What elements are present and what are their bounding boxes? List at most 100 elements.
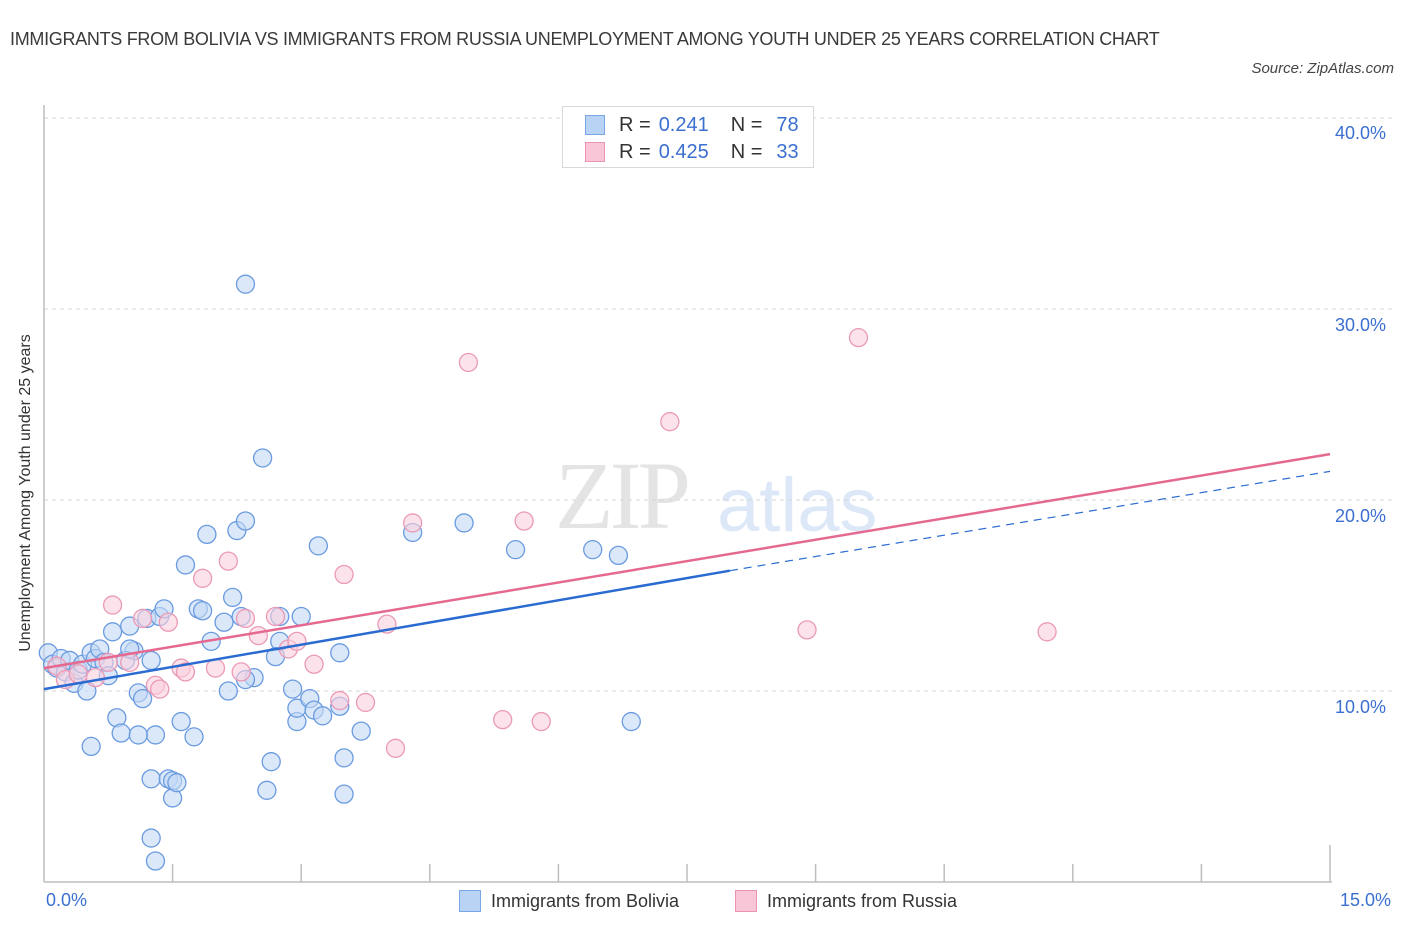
data-point bbox=[608, 545, 629, 566]
data-point bbox=[282, 679, 303, 699]
data-point bbox=[514, 511, 534, 531]
data-point bbox=[218, 551, 238, 571]
data-point bbox=[231, 662, 251, 682]
bolivia-swatch-icon bbox=[585, 115, 605, 135]
data-point bbox=[291, 606, 311, 627]
data-point bbox=[145, 725, 166, 745]
data-point bbox=[141, 650, 161, 671]
chart-title: IMMIGRANTS FROM BOLIVIA VS IMMIGRANTS FR… bbox=[10, 29, 1160, 49]
data-point bbox=[171, 711, 191, 732]
data-point bbox=[192, 568, 213, 588]
data-point bbox=[257, 780, 277, 800]
data-point bbox=[454, 513, 474, 533]
data-point bbox=[102, 622, 123, 642]
data-point bbox=[128, 725, 148, 745]
r-label: R = bbox=[619, 140, 651, 163]
data-point bbox=[265, 606, 286, 627]
legend-row-bolivia: R = 0.241 N = 78 bbox=[585, 113, 799, 137]
data-point bbox=[848, 327, 869, 348]
data-point bbox=[621, 711, 641, 732]
bottom-legend-russia[interactable]: Immigrants from Russia bbox=[735, 890, 957, 912]
y-tick-10: 10.0% bbox=[1335, 697, 1387, 717]
data-point bbox=[458, 352, 479, 373]
data-point bbox=[660, 412, 680, 432]
n-value: 33 bbox=[776, 140, 799, 163]
data-point bbox=[235, 511, 256, 531]
data-point bbox=[214, 612, 234, 632]
n-value: 78 bbox=[776, 113, 799, 136]
data-point bbox=[222, 587, 243, 608]
source-label: Source: ZipAtlas.com bbox=[1251, 60, 1394, 77]
bolivia-legend-label: Immigrants from Bolivia bbox=[491, 890, 680, 911]
data-point bbox=[175, 555, 196, 575]
data-point bbox=[141, 828, 161, 848]
russia-trend-line bbox=[43, 452, 1331, 670]
n-label: N = bbox=[730, 140, 763, 163]
data-point bbox=[132, 688, 153, 709]
data-point bbox=[312, 706, 333, 726]
data-point bbox=[68, 664, 88, 684]
stats-legend: R = 0.241 N = 78 R = 0.425 N = 33 bbox=[562, 106, 814, 168]
x-tick-max: 15.0% bbox=[1340, 890, 1392, 910]
data-point bbox=[132, 608, 153, 629]
watermark-zip: ZIP bbox=[555, 442, 691, 549]
trend-lines bbox=[43, 452, 1331, 691]
data-point bbox=[248, 625, 268, 646]
r-value: 0.241 bbox=[658, 113, 709, 136]
data-point bbox=[403, 513, 423, 533]
data-point bbox=[505, 540, 526, 560]
russia-legend-label: Immigrants from Russia bbox=[767, 890, 958, 911]
data-point bbox=[192, 601, 213, 621]
data-point bbox=[145, 851, 166, 871]
data-point bbox=[583, 540, 603, 560]
data-point bbox=[235, 608, 256, 629]
data-point bbox=[304, 654, 324, 674]
data-point bbox=[218, 681, 238, 701]
data-point bbox=[261, 752, 281, 772]
data-point bbox=[141, 769, 161, 789]
data-point bbox=[351, 721, 371, 741]
data-point bbox=[167, 773, 187, 793]
data-point bbox=[330, 643, 350, 663]
data-point bbox=[81, 736, 101, 757]
data-point bbox=[308, 536, 328, 556]
data-point bbox=[184, 727, 204, 747]
data-point bbox=[797, 620, 817, 640]
data-point bbox=[334, 564, 354, 585]
bolivia-legend-swatch-icon bbox=[459, 890, 481, 912]
data-point bbox=[334, 748, 354, 768]
y-axis-label: Unemployment Among Youth under 25 years bbox=[17, 334, 34, 652]
data-point bbox=[330, 690, 350, 711]
data-point bbox=[531, 711, 551, 732]
r-label: R = bbox=[619, 113, 651, 136]
data-point bbox=[102, 595, 123, 615]
x-tick-min: 0.0% bbox=[46, 890, 88, 910]
axes bbox=[43, 105, 1332, 883]
data-point bbox=[158, 612, 178, 632]
n-label: N = bbox=[730, 113, 763, 136]
data-point bbox=[1037, 622, 1057, 642]
data-point bbox=[150, 679, 170, 699]
data-point bbox=[355, 692, 376, 713]
data-point bbox=[111, 723, 131, 743]
data-point bbox=[334, 784, 354, 804]
y-tick-20: 20.0% bbox=[1335, 506, 1387, 526]
data-point bbox=[252, 448, 273, 468]
bottom-legend-bolivia[interactable]: Immigrants from Bolivia bbox=[459, 890, 679, 912]
russia-legend-swatch-icon bbox=[735, 890, 757, 912]
r-value: 0.425 bbox=[658, 140, 709, 163]
data-point bbox=[85, 667, 106, 688]
data-point bbox=[493, 710, 513, 730]
russia-swatch-icon bbox=[585, 142, 605, 162]
y-tick-40: 40.0% bbox=[1335, 123, 1387, 143]
data-point bbox=[197, 524, 217, 545]
data-point bbox=[385, 738, 406, 758]
y-tick-30: 30.0% bbox=[1335, 315, 1387, 335]
data-point bbox=[175, 662, 196, 682]
legend-row-russia: R = 0.425 N = 33 bbox=[585, 140, 799, 164]
bolivia-trend-line bbox=[43, 569, 731, 691]
gridlines bbox=[44, 117, 1395, 692]
russia-points bbox=[47, 327, 1057, 758]
data-point bbox=[235, 274, 256, 294]
